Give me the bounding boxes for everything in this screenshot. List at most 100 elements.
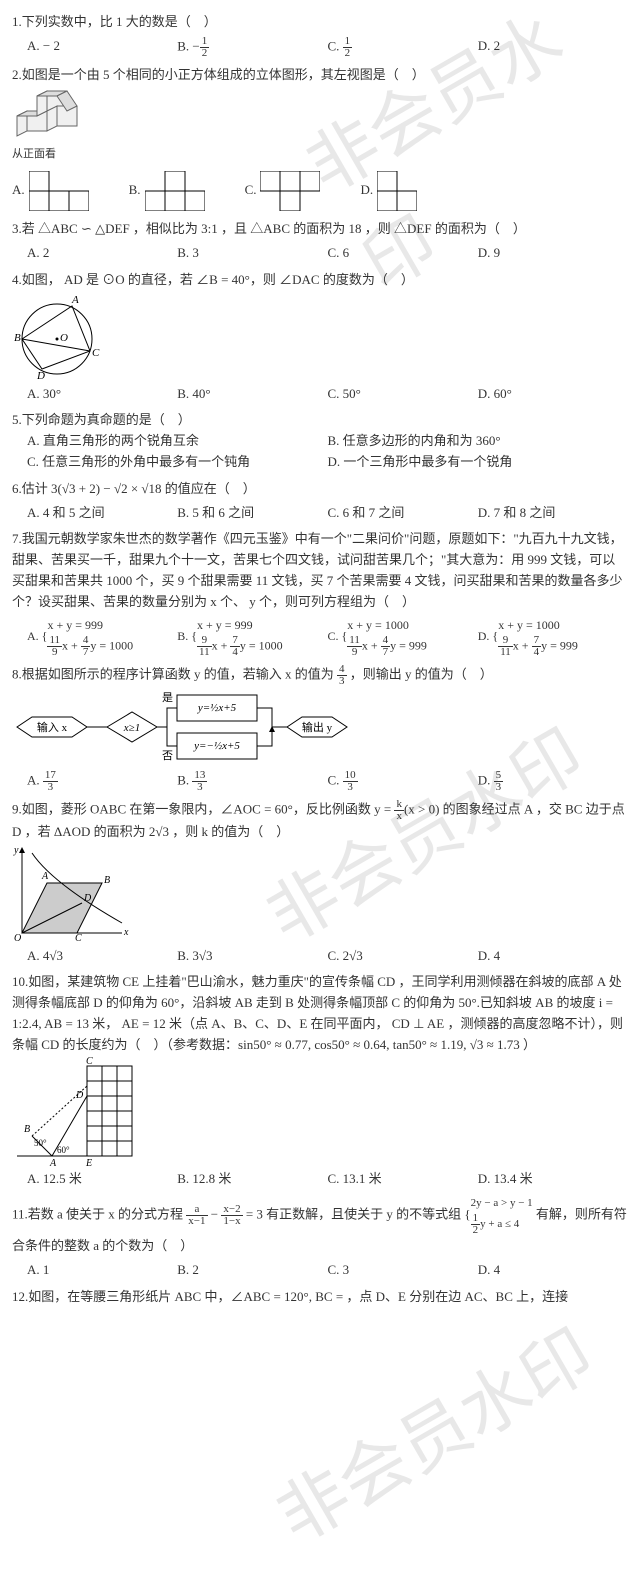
q11-opt-b: B. 2 — [177, 1260, 327, 1281]
q2-opt-a: A. — [12, 171, 89, 211]
svg-text:D: D — [83, 893, 92, 904]
q6-opt-c: C. 6 和 7 之间 — [328, 503, 478, 524]
q9-opt-c: C. 2√3 — [328, 946, 478, 967]
q8-opt-d: D. 53 — [478, 770, 628, 793]
q5-stem: 5.下列命题为真命题的是（ ） — [12, 410, 628, 431]
svg-text:E: E — [85, 1158, 92, 1166]
q4-opt-a: A. 30° — [27, 384, 177, 405]
question-12: 12.如图，在等腰三角形纸片 ABC 中，∠ABC = 120°, BC = ，… — [12, 1287, 628, 1308]
q6-opt-b: B. 5 和 6 之间 — [177, 503, 327, 524]
svg-text:50°: 50° — [34, 1138, 47, 1148]
svg-text:D: D — [36, 370, 45, 381]
svg-text:是: 是 — [162, 691, 173, 704]
q2-opt-b: B. — [129, 171, 205, 211]
q8-opt-b: B. 133 — [177, 770, 327, 793]
q10-opt-a: A. 12.5 米 — [27, 1169, 177, 1190]
question-8: 8.根据如图所示的程序计算函数 y 的值，若输入 x 的值为 43 ，则输出 y… — [12, 664, 628, 793]
q5-opt-b: B. 任意多边形的内角和为 360° — [328, 431, 629, 452]
q1-opt-d: D. 2 — [478, 36, 628, 59]
question-9: 9.如图，菱形 OABC 在第一象限内，∠AOC = 60°，反比例函数 y =… — [12, 799, 628, 967]
q3-opt-b: B. 3 — [177, 243, 327, 264]
svg-text:60°: 60° — [57, 1145, 70, 1155]
question-3: 3.若 △ABC ∽ △DEF ，相似比为 3:1 ，且 △ABC 的面积为 1… — [12, 219, 628, 264]
svg-text:y: y — [13, 845, 19, 856]
q7-opt-b: B. {x + y = 999911x + 74y = 1000 — [177, 616, 327, 658]
q9-stem: 9.如图，菱形 OABC 在第一象限内，∠AOC = 60°，反比例函数 y =… — [12, 799, 628, 843]
question-1: 1.下列实数中，比 1 大的数是（ ） A. − 2 B. −12 C. 12 … — [12, 12, 628, 59]
q5-opt-d: D. 一个三角形中最多有一个锐角 — [328, 452, 629, 473]
q2-figure-3d — [12, 86, 82, 146]
q11-opt-c: C. 3 — [328, 1260, 478, 1281]
q10-opt-d: D. 13.4 米 — [478, 1169, 628, 1190]
q6-stem: 6.估计 3(√3 + 2) − √2 × √18 的值应在（ ） — [12, 479, 628, 500]
q10-figure: C D B A E 50° 60° — [12, 1056, 162, 1166]
watermark-3: 非会员水印 — [255, 1300, 614, 1572]
q1-opt-a: A. − 2 — [27, 36, 177, 59]
svg-text:O: O — [14, 933, 21, 943]
q9-opt-b: B. 3√3 — [177, 946, 327, 967]
q1-opt-b: B. −12 — [177, 36, 327, 59]
q8-opt-c: C. 103 — [328, 770, 478, 793]
q10-opt-b: B. 12.8 米 — [177, 1169, 327, 1190]
q12-stem: 12.如图，在等腰三角形纸片 ABC 中，∠ABC = 120°, BC = ，… — [12, 1287, 628, 1308]
question-4: 4.如图， AD 是 ⊙O 的直径，若 ∠B = 40°，则 ∠DAC 的度数为… — [12, 270, 628, 405]
svg-text:B: B — [104, 875, 110, 886]
q7-opt-a: A. {x + y = 999119x + 47y = 1000 — [27, 616, 177, 658]
q4-stem: 4.如图， AD 是 ⊙O 的直径，若 ∠B = 40°，则 ∠DAC 的度数为… — [12, 270, 628, 291]
q9-figure: y x O A B C D — [12, 843, 132, 943]
q9-opt-a: A. 4√3 — [27, 946, 177, 967]
svg-text:A: A — [49, 1158, 57, 1166]
svg-text:C: C — [86, 1056, 93, 1067]
svg-text:否: 否 — [162, 750, 173, 762]
svg-text:D: D — [75, 1090, 84, 1101]
q11-opt-d: D. 4 — [478, 1260, 628, 1281]
question-11: 11.若数 a 使关于 x 的分式方程 ax−1 − x−21−x = 3 有正… — [12, 1195, 628, 1280]
svg-text:y=−½x+5: y=−½x+5 — [193, 740, 240, 752]
q7-stem: 7.我国元朝数学家朱世杰的数学著作《四元玉鉴》中有一个"二果问价"问题，原题如下… — [12, 529, 628, 612]
q3-opt-a: A. 2 — [27, 243, 177, 264]
svg-text:y=½x+5: y=½x+5 — [197, 702, 237, 714]
q3-opt-c: C. 6 — [328, 243, 478, 264]
svg-text:C: C — [75, 933, 82, 943]
q4-figure-circle: O A B C D — [12, 291, 102, 381]
q2-caption: 从正面看 — [12, 146, 628, 164]
q6-opt-a: A. 4 和 5 之间 — [27, 503, 177, 524]
svg-text:输入 x: 输入 x — [37, 720, 68, 734]
q8-flowchart: 输入 x x≥1 是 否 y=½x+5 y=−½x+5 输出 y — [12, 687, 352, 767]
q11-stem: 11.若数 a 使关于 x 的分式方程 ax−1 − x−21−x = 3 有正… — [12, 1195, 628, 1256]
q8-stem: 8.根据如图所示的程序计算函数 y 的值，若输入 x 的值为 43 ，则输出 y… — [12, 664, 628, 687]
q10-stem: 10.如图，某建筑物 CE 上挂着"巴山渝水，魅力重庆"的宣传条幅 CD ，王同… — [12, 972, 628, 1055]
q9-opt-d: D. 4 — [478, 946, 628, 967]
question-6: 6.估计 3(√3 + 2) − √2 × √18 的值应在（ ） A. 4 和… — [12, 479, 628, 524]
question-7: 7.我国元朝数学家朱世杰的数学著作《四元玉鉴》中有一个"二果问价"问题，原题如下… — [12, 529, 628, 657]
question-5: 5.下列命题为真命题的是（ ） A. 直角三角形的两个锐角互余B. 任意多边形的… — [12, 410, 628, 472]
svg-text:C: C — [92, 347, 100, 359]
svg-text:B: B — [24, 1124, 30, 1135]
q5-opt-c: C. 任意三角形的外角中最多有一个钝角 — [27, 452, 328, 473]
q4-opt-b: B. 40° — [177, 384, 327, 405]
svg-text:O: O — [60, 332, 68, 344]
q2-stem: 2.如图是一个由 5 个相同的小正方体组成的立体图形，其左视图是（ ） — [12, 65, 628, 86]
q10-opt-c: C. 13.1 米 — [328, 1169, 478, 1190]
q7-opt-c: C. {x + y = 1000119x + 47y = 999 — [328, 616, 478, 658]
question-10: 10.如图，某建筑物 CE 上挂着"巴山渝水，魅力重庆"的宣传条幅 CD ，王同… — [12, 972, 628, 1189]
svg-text:A: A — [41, 871, 49, 882]
q7-opt-d: D. {x + y = 1000911x + 74y = 999 — [478, 616, 628, 658]
q3-opt-d: D. 9 — [478, 243, 628, 264]
q4-opt-d: D. 60° — [478, 384, 628, 405]
q2-opt-d: D. — [360, 171, 417, 211]
q2-opt-c: C. — [245, 171, 321, 211]
svg-text:B: B — [14, 332, 21, 344]
svg-text:x≥1: x≥1 — [123, 722, 140, 734]
q4-opt-c: C. 50° — [328, 384, 478, 405]
question-2: 2.如图是一个由 5 个相同的小正方体组成的立体图形，其左视图是（ ） 从正面看… — [12, 65, 628, 211]
svg-text:A: A — [71, 294, 79, 306]
q5-opt-a: A. 直角三角形的两个锐角互余 — [27, 431, 328, 452]
q1-opt-c: C. 12 — [328, 36, 478, 59]
q8-opt-a: A. 173 — [27, 770, 177, 793]
svg-text:x: x — [123, 927, 129, 938]
svg-text:输出 y: 输出 y — [302, 720, 333, 734]
q11-opt-a: A. 1 — [27, 1260, 177, 1281]
q1-stem: 1.下列实数中，比 1 大的数是（ ） — [12, 12, 628, 33]
q3-stem: 3.若 △ABC ∽ △DEF ，相似比为 3:1 ，且 △ABC 的面积为 1… — [12, 219, 628, 240]
